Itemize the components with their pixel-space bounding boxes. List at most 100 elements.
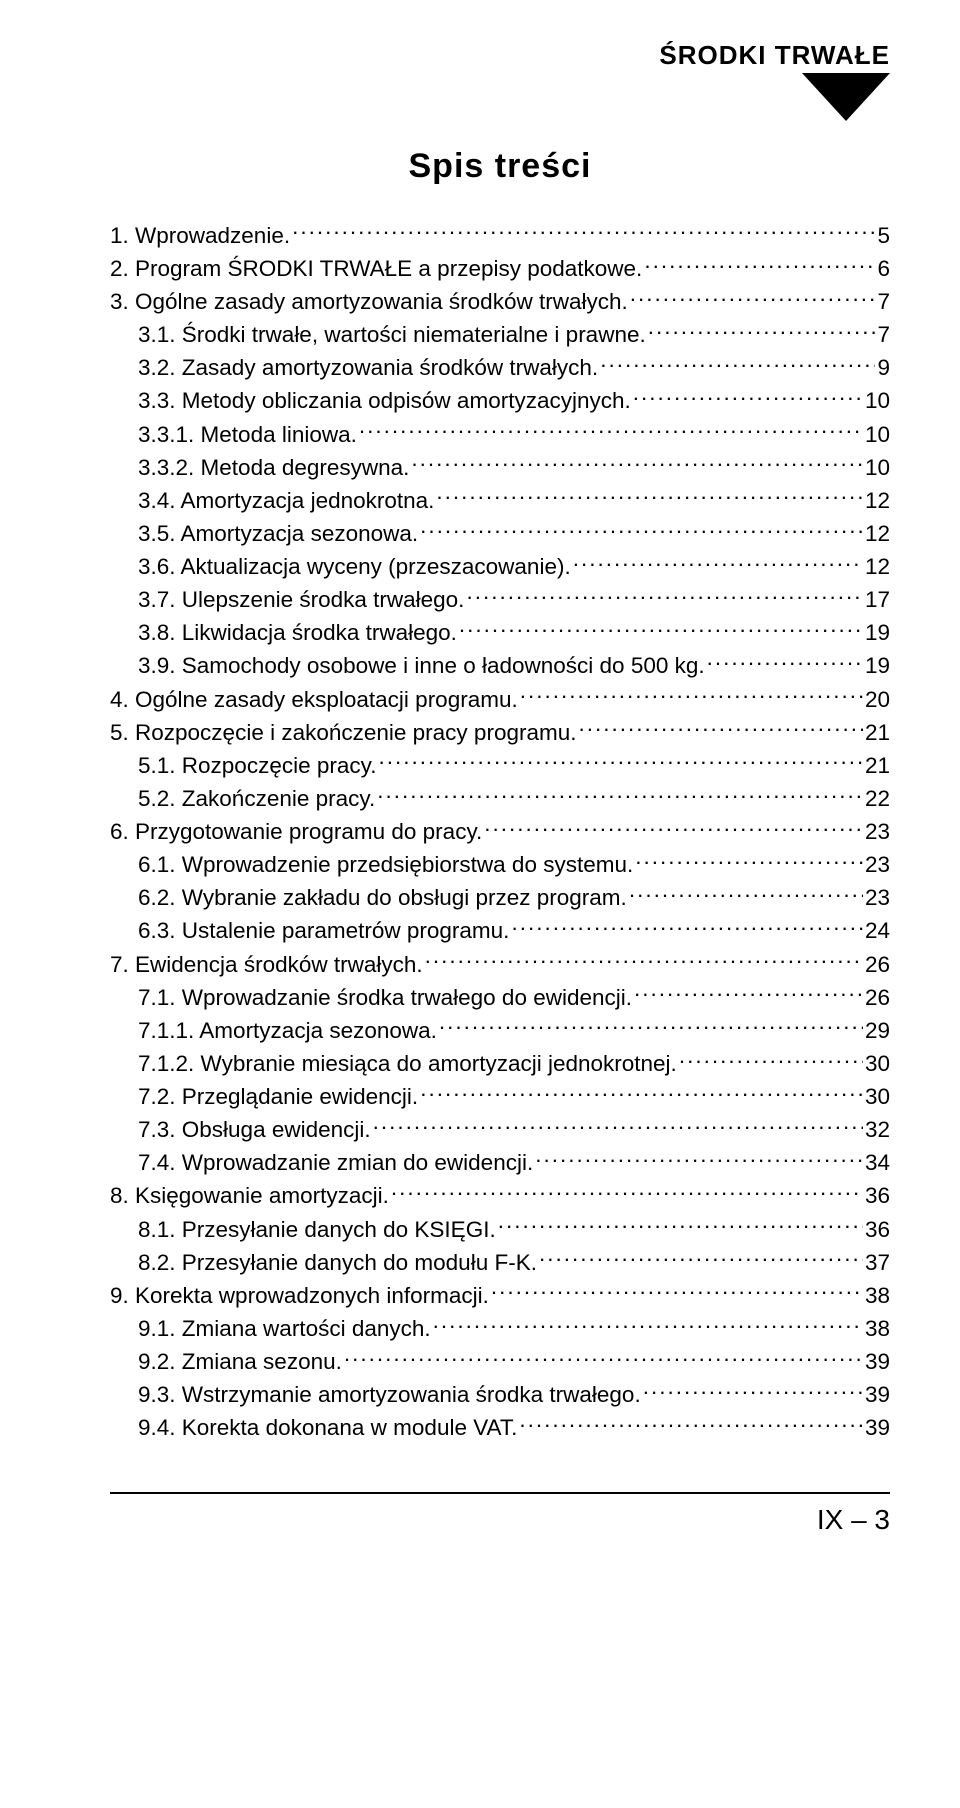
toc-label: 8.1. Przesyłanie danych do KSIĘGI.	[138, 1215, 496, 1245]
toc-page: 5	[877, 221, 890, 251]
toc-leader-dots	[436, 483, 863, 508]
toc-page: 6	[877, 254, 890, 284]
toc-label: 8.2. Przesyłanie danych do modułu F-K.	[138, 1248, 537, 1278]
toc-page: 23	[865, 850, 890, 880]
toc-leader-dots	[679, 1046, 863, 1071]
toc-leader-dots	[578, 715, 862, 740]
toc-leader-dots	[425, 947, 863, 972]
toc-leader-dots	[466, 582, 863, 607]
toc-leader-dots	[633, 384, 863, 409]
toc-label: 7.2. Przeglądanie ewidencji.	[138, 1082, 418, 1112]
toc-row: 7. Ewidencja środków trwałych. 26	[110, 947, 890, 980]
header-label: ŚRODKI TRWAŁE	[110, 40, 890, 71]
toc-label: 7.4. Wprowadzanie zmian do ewidencji.	[138, 1148, 533, 1178]
toc-row: 3.3. Metody obliczania odpisów amortyzac…	[110, 384, 890, 417]
toc-label: 3.6. Aktualizacja wyceny (przeszacowanie…	[138, 552, 571, 582]
toc-leader-dots	[600, 351, 875, 376]
toc-row: 7.3. Obsługa ewidencji.32	[110, 1112, 890, 1145]
header-text: ŚRODKI TRWAŁE	[659, 40, 890, 71]
toc-row: 9.4. Korekta dokonana w module VAT. 39	[110, 1411, 890, 1444]
toc-label: 7.1.2. Wybranie miesiąca do amortyzacji …	[138, 1049, 677, 1079]
toc-label: 9.2. Zmiana sezonu.	[138, 1347, 342, 1377]
page: ŚRODKI TRWAŁE Spis treści 1. Wprowadzeni…	[0, 0, 960, 1808]
toc-label: 7.1.1. Amortyzacja sezonowa.	[138, 1016, 437, 1046]
toc-leader-dots	[420, 1079, 863, 1104]
toc-leader-dots	[511, 914, 863, 939]
toc-label: 3.4. Amortyzacja jednokrotna.	[138, 486, 434, 516]
toc-row: 8.1. Przesyłanie danych do KSIĘGI. 36	[110, 1212, 890, 1245]
footer-page-number: IX – 3	[110, 1504, 890, 1536]
toc-leader-dots	[433, 1311, 863, 1336]
toc-page: 39	[865, 1413, 890, 1443]
toc-leader-dots	[535, 1146, 863, 1171]
toc-leader-dots	[539, 1245, 863, 1270]
toc-row: 3. Ogólne zasady amortyzowania środków t…	[110, 284, 890, 317]
toc-label: 2. Program ŚRODKI TRWAŁE a przepisy poda…	[110, 254, 642, 284]
toc-row: 7.1.1. Amortyzacja sezonowa. 29	[110, 1013, 890, 1046]
toc-label: 3.7. Ulepszenie środka trwałego.	[138, 585, 464, 615]
toc-leader-dots	[344, 1344, 863, 1369]
down-triangle-icon	[802, 73, 890, 121]
toc-row: 2. Program ŚRODKI TRWAŁE a przepisy poda…	[110, 251, 890, 284]
toc-leader-dots	[643, 1377, 863, 1402]
toc-page: 23	[865, 817, 890, 847]
toc-page: 22	[865, 784, 890, 814]
toc-page: 9	[877, 353, 890, 383]
toc-page: 26	[865, 950, 890, 980]
toc-row: 6.1. Wprowadzenie przedsiębiorstwa do sy…	[110, 847, 890, 880]
toc-leader-dots	[391, 1179, 863, 1204]
toc-label: 9.1. Zmiana wartości danych.	[138, 1314, 431, 1344]
toc-row: 6.2. Wybranie zakładu do obsługi przez p…	[110, 881, 890, 914]
toc-page: 36	[865, 1215, 890, 1245]
toc-leader-dots	[459, 616, 863, 641]
toc-label: 9.4. Korekta dokonana w module VAT.	[138, 1413, 517, 1443]
toc-row: 3.6. Aktualizacja wyceny (przeszacowanie…	[110, 549, 890, 582]
toc-leader-dots	[644, 251, 875, 276]
toc-page: 30	[865, 1049, 890, 1079]
toc-page: 10	[865, 420, 890, 450]
toc-row: 8.2. Przesyłanie danych do modułu F-K. 37	[110, 1245, 890, 1278]
toc-page: 21	[865, 718, 890, 748]
toc-row: 8. Księgowanie amortyzacji.36	[110, 1179, 890, 1212]
toc-label: 3.1. Środki trwałe, wartości niematerial…	[138, 320, 646, 350]
toc-label: 3.3.2. Metoda degresywna.	[138, 453, 409, 483]
toc-page: 10	[865, 453, 890, 483]
toc-label: 3.9. Samochody osobowe i inne o ładownoś…	[138, 651, 705, 681]
toc-label: 7. Ewidencja środków trwałych.	[110, 950, 423, 980]
toc-label: 5.2. Zakończenie pracy.	[138, 784, 375, 814]
toc-page: 34	[865, 1148, 890, 1178]
toc-row: 3.8. Likwidacja środka trwałego.19	[110, 616, 890, 649]
toc-label: 9. Korekta wprowadzonych informacji.	[110, 1281, 489, 1311]
toc-row: 6.3. Ustalenie parametrów programu.24	[110, 914, 890, 947]
toc-row: 3.2. Zasady amortyzowania środków trwały…	[110, 351, 890, 384]
toc-leader-dots	[373, 1112, 863, 1137]
toc-row: 4. Ogólne zasady eksploatacji programu.2…	[110, 682, 890, 715]
toc-label: 3.8. Likwidacja środka trwałego.	[138, 618, 457, 648]
toc-leader-dots	[573, 549, 863, 574]
toc-page: 20	[865, 685, 890, 715]
toc-row: 3.3.1. Metoda liniowa.10	[110, 417, 890, 450]
toc-row: 5. Rozpoczęcie i zakończenie pracy progr…	[110, 715, 890, 748]
toc-list: 1. Wprowadzenie.52. Program ŚRODKI TRWAŁ…	[110, 218, 890, 1444]
toc-leader-dots	[635, 847, 863, 872]
toc-leader-dots	[439, 1013, 863, 1038]
toc-label: 7.1. Wprowadzanie środka trwałego do ewi…	[138, 983, 632, 1013]
toc-page: 29	[865, 1016, 890, 1046]
toc-page: 38	[865, 1281, 890, 1311]
toc-leader-dots	[634, 980, 863, 1005]
toc-row: 7.1. Wprowadzanie środka trwałego do ewi…	[110, 980, 890, 1013]
toc-leader-dots	[491, 1278, 863, 1303]
toc-page: 37	[865, 1248, 890, 1278]
toc-page: 17	[865, 585, 890, 615]
toc-page: 26	[865, 983, 890, 1013]
footer-rule	[110, 1492, 890, 1494]
toc-row: 9.1. Zmiana wartości danych.38	[110, 1311, 890, 1344]
triangle-wrap	[110, 71, 890, 121]
toc-page: 10	[865, 386, 890, 416]
toc-row: 3.5. Amortyzacja sezonowa.12	[110, 516, 890, 549]
toc-label: 5.1. Rozpoczęcie pracy.	[138, 751, 376, 781]
toc-row: 9. Korekta wprowadzonych informacji. 38	[110, 1278, 890, 1311]
toc-page: 32	[865, 1115, 890, 1145]
toc-page: 24	[865, 916, 890, 946]
toc-row: 3.4. Amortyzacja jednokrotna.12	[110, 483, 890, 516]
